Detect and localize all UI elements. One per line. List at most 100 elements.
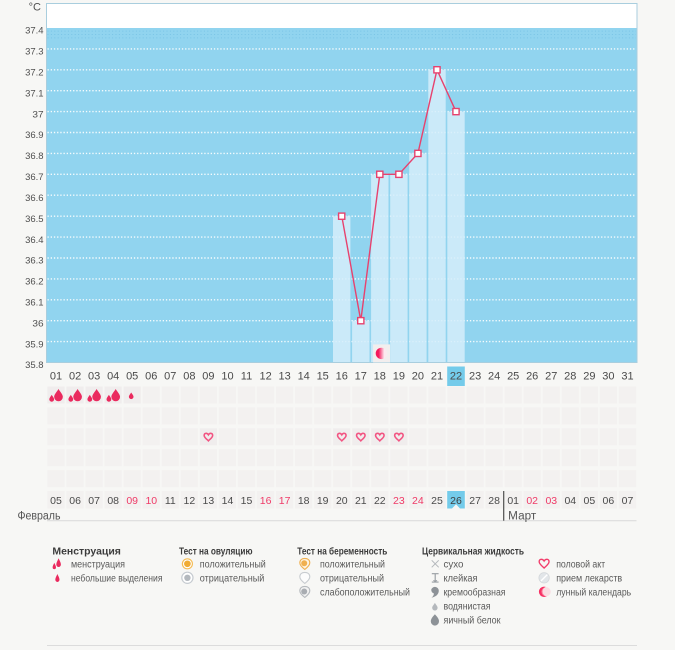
svg-text:18: 18 <box>298 495 310 507</box>
svg-text:20: 20 <box>412 370 424 382</box>
svg-text:Тест на овуляцию: Тест на овуляцию <box>179 547 253 558</box>
svg-text:28: 28 <box>488 495 500 507</box>
svg-text:небольшие выделения: небольшие выделения <box>71 572 163 584</box>
svg-text:22: 22 <box>374 495 386 507</box>
svg-text:06: 06 <box>69 495 81 507</box>
svg-text:положительный: положительный <box>320 559 385 570</box>
svg-text:31: 31 <box>621 370 633 382</box>
svg-text:37.1: 37.1 <box>25 88 44 98</box>
svg-text:11: 11 <box>165 495 176 507</box>
svg-text:37.3: 37.3 <box>25 47 44 57</box>
svg-text:прием лекарств: прием лекарств <box>556 573 622 584</box>
svg-text:14: 14 <box>298 370 310 382</box>
svg-text:07: 07 <box>164 370 176 382</box>
svg-text:35.8: 35.8 <box>25 360 44 370</box>
svg-text:19: 19 <box>317 495 329 507</box>
svg-text:20: 20 <box>336 495 348 507</box>
svg-text:10: 10 <box>221 370 233 382</box>
svg-text:05: 05 <box>126 370 138 382</box>
svg-text:36.5: 36.5 <box>25 214 44 224</box>
svg-text:36.1: 36.1 <box>25 298 44 308</box>
svg-text:°C: °C <box>29 2 41 14</box>
svg-text:21: 21 <box>431 370 443 382</box>
svg-text:кремообразная: кремообразная <box>444 586 506 598</box>
svg-text:06: 06 <box>603 495 615 507</box>
svg-text:36.2: 36.2 <box>25 277 44 287</box>
svg-text:Менструация: Менструация <box>52 547 121 558</box>
svg-text:положительный: положительный <box>200 559 266 570</box>
svg-text:13: 13 <box>278 370 290 382</box>
svg-text:яичный белок: яичный белок <box>444 614 502 626</box>
svg-text:02: 02 <box>69 370 81 382</box>
svg-text:Цервикальная жидкость: Цервикальная жидкость <box>422 547 524 558</box>
svg-text:07: 07 <box>88 495 100 507</box>
svg-text:08: 08 <box>107 495 119 507</box>
svg-text:половой акт: половой акт <box>556 559 605 570</box>
svg-text:16: 16 <box>260 495 272 507</box>
svg-text:23: 23 <box>393 495 405 507</box>
svg-text:08: 08 <box>183 370 195 382</box>
svg-text:22: 22 <box>450 370 462 382</box>
svg-text:03: 03 <box>88 370 100 382</box>
svg-text:01: 01 <box>507 495 519 507</box>
svg-text:лунный календарь: лунный календарь <box>556 587 631 598</box>
svg-text:24: 24 <box>412 495 424 507</box>
svg-text:04: 04 <box>564 495 576 507</box>
svg-text:отрицательный: отрицательный <box>320 573 384 584</box>
svg-text:10: 10 <box>145 495 157 507</box>
svg-text:25: 25 <box>507 370 519 382</box>
svg-text:23: 23 <box>469 370 481 382</box>
svg-text:19: 19 <box>393 370 405 382</box>
svg-text:11: 11 <box>241 370 252 382</box>
svg-text:29: 29 <box>583 370 595 382</box>
svg-text:36.3: 36.3 <box>25 256 44 266</box>
svg-text:26: 26 <box>450 495 462 507</box>
svg-text:37.4: 37.4 <box>25 26 44 36</box>
svg-text:35.9: 35.9 <box>25 339 44 349</box>
svg-text:36.6: 36.6 <box>25 193 44 203</box>
svg-text:09: 09 <box>202 370 214 382</box>
svg-text:26: 26 <box>526 370 538 382</box>
svg-text:36: 36 <box>32 318 43 328</box>
svg-text:06: 06 <box>145 370 157 382</box>
svg-text:отрицательный: отрицательный <box>200 573 264 584</box>
svg-text:Февраль: Февраль <box>18 511 61 523</box>
svg-text:25: 25 <box>431 495 443 507</box>
svg-text:13: 13 <box>203 495 215 507</box>
svg-text:Март: Март <box>508 511 537 523</box>
svg-text:30: 30 <box>602 370 614 382</box>
svg-text:12: 12 <box>184 495 196 507</box>
svg-text:05: 05 <box>50 495 62 507</box>
svg-text:36.4: 36.4 <box>25 235 44 245</box>
svg-text:15: 15 <box>317 370 329 382</box>
svg-text:01: 01 <box>50 370 62 382</box>
svg-text:02: 02 <box>526 495 538 507</box>
svg-text:03: 03 <box>545 495 557 507</box>
svg-text:07: 07 <box>622 495 634 507</box>
svg-text:28: 28 <box>564 370 576 382</box>
svg-text:36.7: 36.7 <box>25 172 44 182</box>
svg-text:менструация: менструация <box>71 559 125 570</box>
svg-text:12: 12 <box>259 370 271 382</box>
svg-text:водянистая: водянистая <box>444 601 491 612</box>
svg-text:Тест на беременность: Тест на беременность <box>297 546 387 558</box>
svg-text:09: 09 <box>126 495 138 507</box>
svg-text:05: 05 <box>584 495 596 507</box>
svg-text:21: 21 <box>355 495 367 507</box>
svg-text:37: 37 <box>32 109 43 119</box>
svg-text:37.2: 37.2 <box>25 68 44 78</box>
svg-text:04: 04 <box>107 370 119 382</box>
svg-text:24: 24 <box>488 370 500 382</box>
svg-text:16: 16 <box>336 370 348 382</box>
svg-text:слабоположительный: слабоположительный <box>320 586 410 598</box>
svg-text:17: 17 <box>355 370 367 382</box>
svg-text:17: 17 <box>279 495 291 507</box>
svg-text:14: 14 <box>222 495 234 507</box>
svg-text:36.9: 36.9 <box>25 130 44 140</box>
svg-text:27: 27 <box>469 495 481 507</box>
svg-text:клейкая: клейкая <box>444 573 478 584</box>
svg-text:27: 27 <box>545 370 557 382</box>
svg-text:сухо: сухо <box>444 559 464 570</box>
svg-text:36.8: 36.8 <box>25 151 44 161</box>
svg-text:18: 18 <box>374 370 386 382</box>
